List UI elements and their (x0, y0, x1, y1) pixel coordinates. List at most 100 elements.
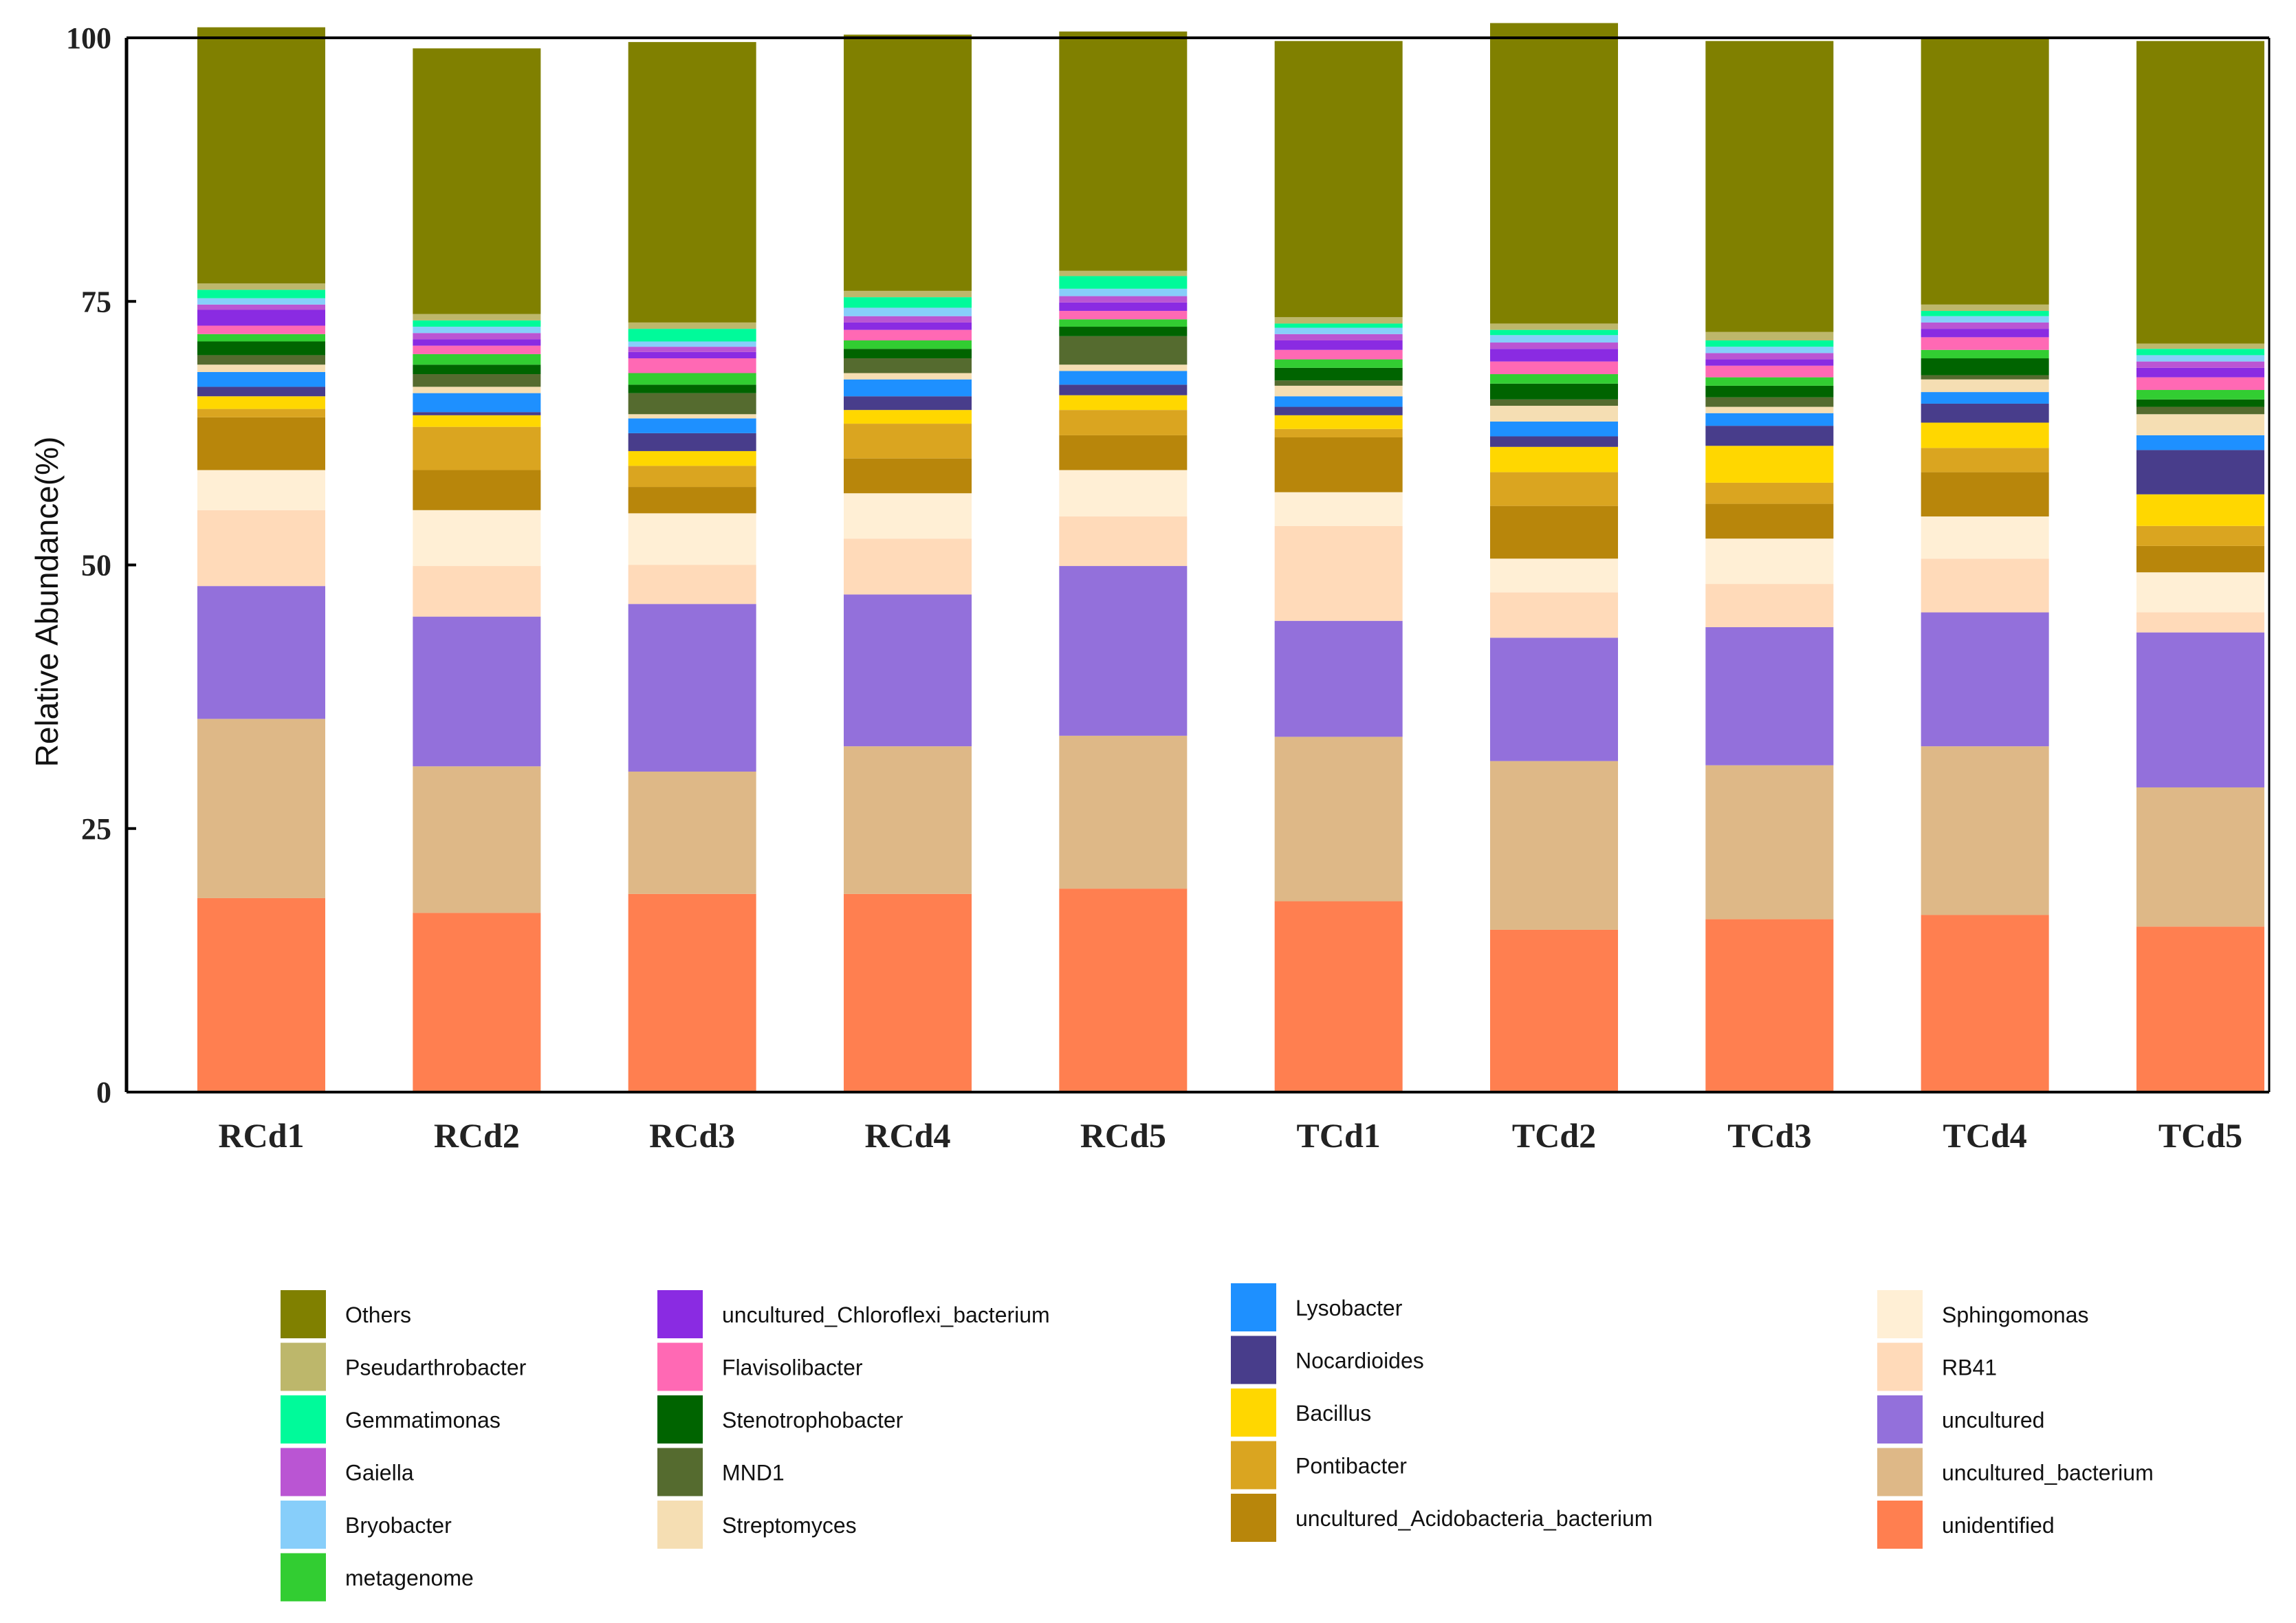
bar-segment-uncultured-chloroflexi-bacterium (1059, 302, 1188, 312)
bar-segment-uncultured-chloroflexi-bacterium (2136, 367, 2264, 378)
bar-segment-metagenome (197, 334, 325, 342)
bar-segment-flavisolibacter (197, 325, 325, 334)
bar-segment-pseudarthrobacter (1490, 323, 1618, 330)
bar-segment-uncultured-acidobacteria-bacterium (1059, 435, 1188, 470)
legend-item: Flavisolibacter (657, 1342, 863, 1391)
bar-segment-lysobacter (197, 371, 325, 387)
bar-segment-lysobacter (2136, 435, 2264, 450)
legend-item: unidentified (1877, 1501, 2055, 1549)
bar-segment-gaiella (1705, 353, 1834, 360)
legend-item: Nocardioides (1231, 1336, 1424, 1384)
bar-segment-sphingomonas (1490, 558, 1618, 593)
bar-segment-pontibacter (1490, 472, 1618, 506)
y-tick-label: 0 (96, 1076, 111, 1109)
bar-segment-uncultured-acidobacteria-bacterium (844, 458, 972, 494)
bar-segment-unidentified (2136, 926, 2264, 1092)
bar-segment-nocardioides (1705, 426, 1834, 446)
bar-segment-bryobacter (1274, 327, 1403, 334)
bar-segment-pseudarthrobacter (1921, 304, 2049, 312)
bar-segment-metagenome (844, 340, 972, 349)
legend-item: Lysobacter (1231, 1283, 1403, 1331)
y-tick-label: 75 (81, 285, 111, 318)
bar-segment-pseudarthrobacter (1705, 331, 1834, 340)
bar-segment-uncultured-chloroflexi-bacterium (1705, 359, 1834, 366)
legend-swatch (657, 1290, 703, 1338)
legend-item: Others (281, 1290, 411, 1338)
bar-segment-sphingomonas (1705, 538, 1834, 585)
bar-segment-unidentified (1490, 929, 1618, 1092)
bar-segment-uncultured-bacterium (1274, 737, 1403, 902)
legend-swatch (1231, 1441, 1276, 1490)
bar-segment-gemmatimonas (197, 290, 325, 298)
legend: Others Pseudarthrobacter Gemmatimonas Gaiel… (281, 1283, 2154, 1602)
bar-segment-stenotrophobacter (197, 341, 325, 356)
bar-segment-rb41 (1274, 525, 1403, 621)
legend-label: RB41 (1942, 1355, 1997, 1380)
bar-stack-rcd3 (628, 42, 756, 1092)
bar-segment-nocardioides (413, 412, 541, 415)
bar-segment-others (844, 34, 972, 291)
legend-item: metagenome (281, 1553, 474, 1602)
x-category-label: TCd5 (2158, 1116, 2242, 1155)
bar-segment-unidentified (1274, 901, 1403, 1092)
bar-segment-rb41 (1490, 592, 1618, 638)
bar-segment-rb41 (628, 565, 756, 604)
bar-segment-metagenome (413, 353, 541, 365)
legend-item: uncultured_Acidobacteria_bacterium (1231, 1494, 1652, 1542)
bar-segment-rb41 (1059, 516, 1188, 567)
bar-segment-bryobacter (413, 327, 541, 334)
bar-segment-streptomyces (1921, 379, 2049, 393)
bar-segment-gaiella (844, 316, 972, 323)
bar-segment-uncultured (1490, 638, 1618, 761)
bar-segment-pontibacter (1705, 482, 1834, 504)
bar-segment-streptomyces (2136, 414, 2264, 435)
bar-segment-bacillus (1921, 422, 2049, 448)
legend-swatch (1877, 1290, 1923, 1338)
legend-label: metagenome (345, 1566, 474, 1591)
bar-segment-gemmatimonas (2136, 349, 2264, 356)
bar-segment-streptomyces (1274, 385, 1403, 397)
legend-swatch (281, 1553, 326, 1602)
legend-label: unidentified (1942, 1513, 2055, 1538)
bar-segment-unidentified (1705, 919, 1834, 1092)
bar-segment-lysobacter (1921, 392, 2049, 404)
bar-segment-rb41 (1705, 584, 1834, 627)
bar-segment-flavisolibacter (628, 358, 756, 373)
bar-segment-pseudarthrobacter (844, 290, 972, 298)
legend-label: Bryobacter (345, 1513, 452, 1538)
legend-swatch (281, 1290, 326, 1338)
axes-layer (124, 36, 2271, 1093)
bar-segment-metagenome (2136, 390, 2264, 400)
legend-item: Bryobacter (281, 1501, 452, 1549)
bar-segment-streptomyces (1059, 364, 1188, 371)
legend-swatch (1877, 1342, 1923, 1391)
bar-segment-gaiella (197, 304, 325, 310)
bar-segment-uncultured (197, 586, 325, 719)
bar-segment-gaiella (628, 347, 756, 352)
bar-segment-others (1274, 41, 1403, 318)
bar-stack-tcd5 (2136, 41, 2264, 1092)
legend-label: Lysobacter (1295, 1296, 1403, 1320)
bar-segment-uncultured (628, 604, 756, 772)
legend-label: uncultured (1942, 1408, 2044, 1433)
bar-segment-bryobacter (844, 307, 972, 316)
bar-segment-metagenome (1705, 377, 1834, 386)
bar-segment-others (2136, 41, 2264, 344)
bar-segment-sphingomonas (1921, 516, 2049, 559)
bar-segment-metagenome (1059, 319, 1188, 327)
bar-segment-sphingomonas (2136, 572, 2264, 613)
bar-segment-mnd1 (1921, 375, 2049, 380)
bar-segment-unidentified (628, 893, 756, 1092)
bar-segment-gemmatimonas (1921, 311, 2049, 316)
bar-segment-uncultured (1921, 612, 2049, 747)
legend-swatch (1877, 1501, 1923, 1549)
x-category-label: RCd1 (218, 1116, 304, 1155)
bar-segment-stenotrophobacter (413, 364, 541, 375)
bar-segment-stenotrophobacter (1705, 385, 1834, 397)
bar-stack-tcd2 (1490, 23, 1618, 1092)
bar-segment-stenotrophobacter (1921, 358, 2049, 375)
bar-segment-metagenome (628, 373, 756, 385)
legend-swatch (281, 1501, 326, 1549)
bar-segment-gaiella (1059, 296, 1188, 303)
legend-label: Others (345, 1303, 411, 1327)
